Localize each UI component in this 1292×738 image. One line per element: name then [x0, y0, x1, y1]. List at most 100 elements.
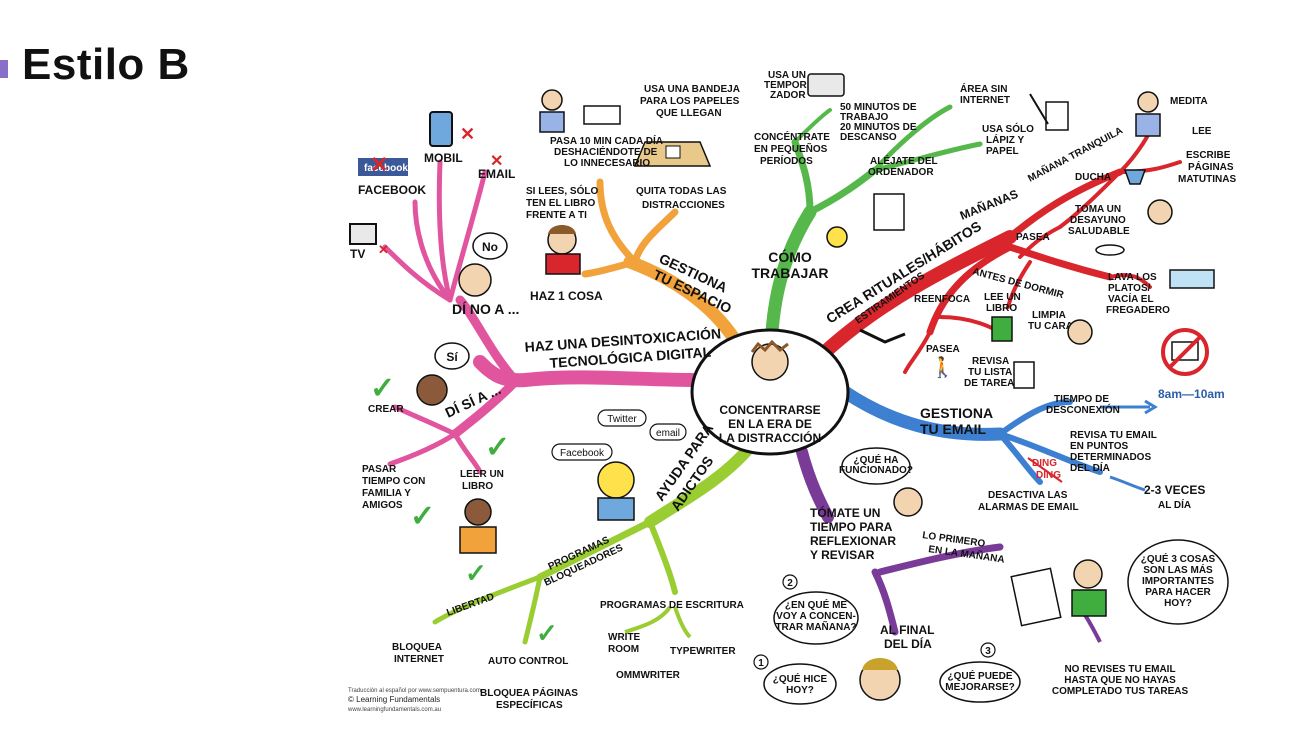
- branch-no: [455, 295, 520, 385]
- person-sorting-icon: [541, 89, 563, 111]
- work-min-4: DESCANSO: [840, 132, 897, 143]
- space-ten-2: DESHACIÉNDOTE DE: [554, 145, 658, 158]
- yes-read-1: LEER UN: [460, 469, 504, 480]
- email-check-1: REVISA TU EMAIL: [1070, 430, 1157, 441]
- reflect-q2-2: VOY A CONCEN-: [776, 611, 856, 622]
- reflect-three-2: SON LAS MÁS: [1143, 563, 1213, 576]
- pencil-icon: [1029, 93, 1049, 125]
- habit-wash-1: LIMPIA: [1032, 310, 1066, 321]
- email-check-2: EN PUNTOS: [1070, 441, 1128, 452]
- no-facebook: FACEBOOK: [358, 183, 426, 197]
- email-ding-1: DING: [1032, 458, 1057, 469]
- no-email: EMAIL: [478, 167, 515, 181]
- reflect-three-4: PARA HACER: [1145, 587, 1211, 598]
- habit-wash-2: TU CARA: [1028, 321, 1073, 332]
- branch-habits: [818, 230, 1017, 359]
- work-label-1: CÓMO: [768, 248, 812, 265]
- work-pen-paper-3: PAPEL: [986, 146, 1019, 157]
- tv-icon: [349, 223, 377, 245]
- reflect-label-2: TIEMPO PARA: [810, 520, 893, 534]
- work-no-internet-1: ÁREA SIN: [960, 82, 1007, 95]
- yes-create: CREAR: [368, 404, 404, 415]
- space-read-3: FRENTE A TI: [526, 210, 587, 221]
- work-no-internet-2: INTERNET: [960, 95, 1010, 106]
- habit-dishes-4: FREGADERO: [1106, 305, 1170, 316]
- branch-addicts: [644, 441, 756, 528]
- facebook-logo-icon: [358, 158, 408, 176]
- reflect-three-3: IMPORTANTES: [1142, 576, 1214, 587]
- reflect-label-4: Y REVISAR: [810, 548, 875, 562]
- work-label-2: TRABAJAR: [752, 265, 829, 281]
- reflect-label-1: TÓMATE UN: [810, 505, 880, 520]
- habit-meditate: MEDITA: [1170, 96, 1208, 107]
- work-away-2: ORDENADOR: [868, 167, 934, 178]
- email-alarms-2: ALARMAS DE EMAIL: [978, 502, 1079, 513]
- addict-writeroom-1: WRITE: [608, 632, 641, 643]
- email-alarms-1: DESACTIVA LAS: [988, 490, 1068, 501]
- credit-line-3: www.learningfundamentals.com.au: [347, 707, 441, 713]
- check-icon: ✓: [485, 431, 510, 464]
- email-label-2: TU EMAIL: [920, 421, 987, 437]
- space-one-thing: HAZ 1 COSA: [530, 289, 603, 303]
- work-pen-paper-2: LÁPIZ Y: [986, 133, 1024, 146]
- habit-items: MAÑANAS MAÑANA TRANQUILA MEDITA LEE ESCR…: [853, 91, 1236, 401]
- habit-write-3: MATUTINAS: [1178, 174, 1236, 185]
- slide-title: Estilo B: [22, 40, 190, 89]
- addict-block-internet-1: BLOQUEA: [392, 642, 442, 653]
- branch-work: [765, 205, 817, 339]
- reflect-label-3: REFLEXIONAR: [810, 534, 896, 548]
- smiley-icon: [826, 226, 848, 248]
- email-per-day: AL DÍA: [1158, 498, 1191, 511]
- addict-twitter: Twitter: [607, 414, 637, 425]
- slide-bullet: [0, 60, 8, 78]
- sink-icon: [1169, 269, 1215, 289]
- habit-write-1: ESCRIBE: [1186, 150, 1231, 161]
- check-icon: ✓: [465, 558, 487, 588]
- no-tv: TV: [350, 247, 365, 261]
- work-pen-paper-1: USA SÓLO: [982, 122, 1034, 135]
- credit-line-1: Traducción al español por www.sempuentur…: [348, 688, 481, 694]
- email-disconnect-2: DESCONEXIÓN: [1046, 403, 1120, 416]
- speech-bubble: [939, 661, 1021, 703]
- habit-breakfast-1: TOMA UN: [1075, 204, 1121, 215]
- work-periods-2: EN PEQUEÑOS: [754, 142, 828, 155]
- say-no-label: DÍ NO A ...: [452, 301, 519, 317]
- reflect-no-email-2: HASTA QUE NO HAYAS: [1064, 675, 1176, 686]
- speech-bubble: [841, 447, 911, 485]
- check-icon: ✓: [410, 500, 435, 533]
- space-remove-1: QUITA TODAS LAS: [636, 186, 727, 197]
- reflect-q1-1: ¿QUÉ HICE: [773, 672, 828, 685]
- shower-icon: [1123, 169, 1147, 185]
- reflect-end-2: DEL DÍA: [884, 636, 932, 651]
- reflect-worked-1: ¿QUÉ HA: [854, 453, 899, 466]
- branch-digital-detox: [473, 355, 702, 388]
- no-bubble: No: [482, 240, 498, 254]
- work-timer-2: TEMPORI-: [764, 80, 813, 91]
- no-side: ✕ MOBIL ✕ EMAIL facebook ✕ FACEBOOK TV ✕…: [349, 111, 519, 317]
- yes-family-3: FAMILIA Y: [362, 488, 411, 499]
- yes-family-2: TIEMPO CON: [362, 476, 425, 487]
- reflect-worked-2: FUNCIONADO?: [839, 465, 913, 476]
- habit-breakfast-2: DESAYUNO: [1070, 215, 1126, 226]
- yes-family-4: AMIGOS: [362, 500, 403, 511]
- meditating-person-icon: [1137, 91, 1159, 113]
- timer-icon: [807, 73, 845, 97]
- branch-email: [838, 385, 1007, 441]
- branch-space: [623, 255, 742, 347]
- branch-yes: [450, 377, 520, 439]
- habit-dishes-2: PLATOS/: [1108, 283, 1151, 294]
- habit-walk: PASEA: [1016, 232, 1050, 243]
- checklist-icon: [1010, 567, 1062, 627]
- addict-block-internet-2: INTERNET: [394, 654, 444, 665]
- reflect-end-1: AL FINAL: [880, 623, 934, 637]
- habit-dishes-1: LAVA LOS: [1108, 272, 1157, 283]
- svg-text:✕: ✕: [370, 152, 388, 177]
- list-icon: [1013, 361, 1035, 389]
- facebook-logo-text: facebook: [364, 163, 408, 174]
- space-read-2: TEN EL LIBRO: [526, 198, 595, 209]
- person-face-icon: [1147, 199, 1173, 225]
- reflect-n3: 3: [985, 646, 991, 657]
- stretching-person-icon: [859, 328, 906, 344]
- check-icon: ✓: [536, 618, 558, 648]
- habit-write-2: PÁGINAS: [1188, 160, 1234, 173]
